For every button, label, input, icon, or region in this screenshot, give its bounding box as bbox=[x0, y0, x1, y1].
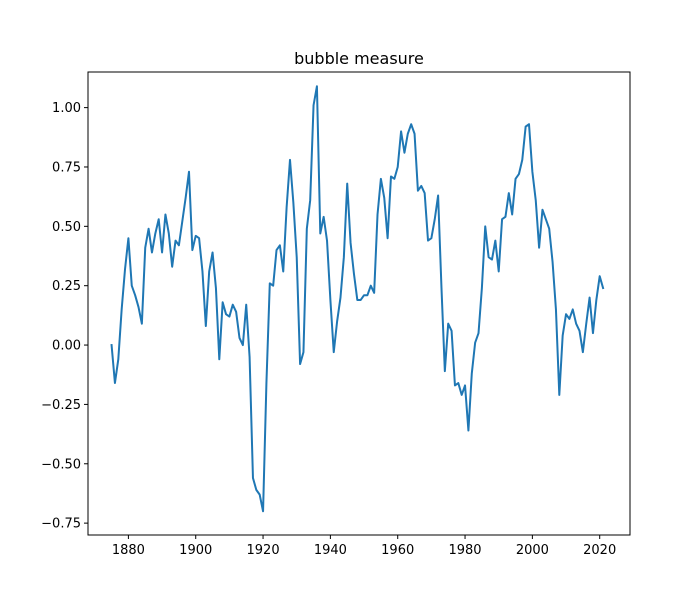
x-tick-label: 1900 bbox=[179, 543, 212, 558]
plot-area bbox=[110, 85, 605, 513]
series-line-0 bbox=[110, 85, 605, 513]
chart-title: bubble measure bbox=[294, 49, 424, 68]
y-tick-label: 0.25 bbox=[52, 279, 81, 294]
x-tick-label: 1940 bbox=[314, 543, 347, 558]
x-tick-label: 1920 bbox=[247, 543, 280, 558]
y-tick-label: 1.00 bbox=[52, 101, 81, 116]
y-tick-label: −0.75 bbox=[41, 517, 81, 532]
x-tick-label: 2020 bbox=[583, 543, 616, 558]
x-tick-label: 2000 bbox=[516, 543, 549, 558]
x-tick-label: 1980 bbox=[448, 543, 481, 558]
y-tick-label: −0.25 bbox=[41, 398, 81, 413]
plot-frame bbox=[87, 71, 631, 536]
x-axis: 1880 1900 1920 1940 1960 1980 2000 2020 bbox=[112, 535, 616, 558]
x-tick-label: 1960 bbox=[381, 543, 414, 558]
y-tick-label: 0.00 bbox=[52, 339, 81, 354]
y-tick-label: 0.75 bbox=[52, 160, 81, 175]
y-tick-label: −0.50 bbox=[41, 457, 81, 472]
y-axis: −0.75 −0.50 −0.25 0.00 0.25 0.50 0.75 1.00 bbox=[41, 101, 88, 532]
x-tick-label: 1880 bbox=[112, 543, 145, 558]
y-tick-label: 0.50 bbox=[52, 220, 81, 235]
